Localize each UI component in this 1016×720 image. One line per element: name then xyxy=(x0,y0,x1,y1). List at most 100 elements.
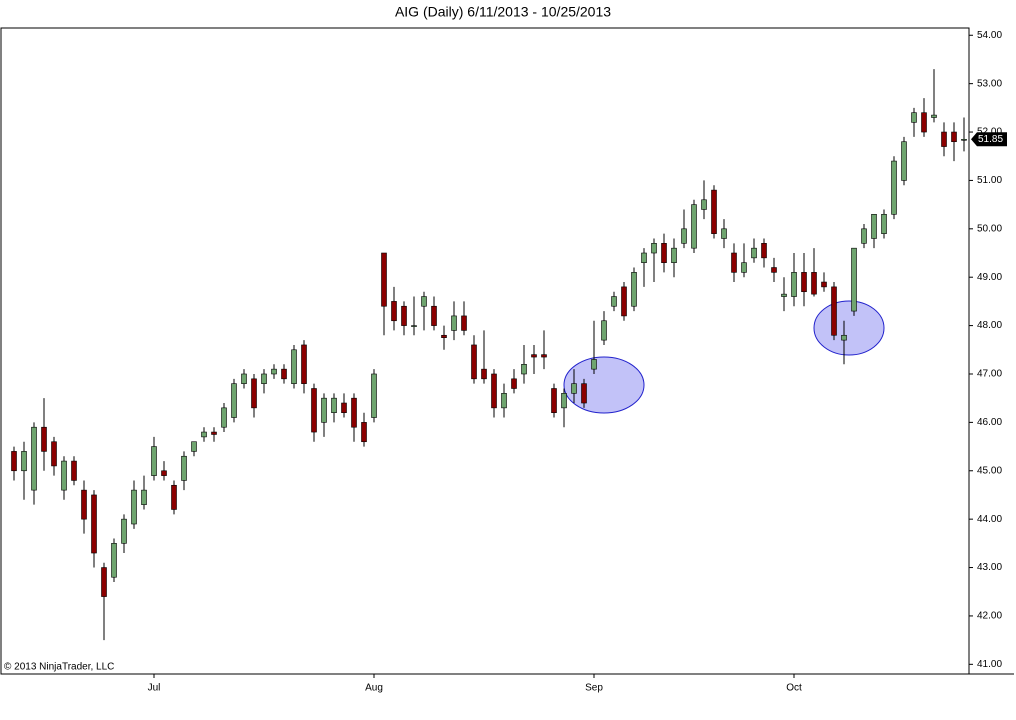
candle-body xyxy=(61,460,67,491)
y-tick-label: 41.00 xyxy=(977,659,1002,670)
candle-body xyxy=(451,315,457,331)
candle-body xyxy=(811,272,817,295)
candle-body xyxy=(931,114,937,118)
candle-body xyxy=(421,296,427,307)
candle-body xyxy=(481,368,487,380)
candle-body xyxy=(241,373,247,384)
candle-body xyxy=(401,305,407,326)
candle-body xyxy=(151,446,157,476)
candle-body xyxy=(361,422,367,443)
copyright: © 2013 NinjaTrader, LLC xyxy=(4,662,114,673)
y-tick-label: 46.00 xyxy=(977,417,1002,428)
candle-body xyxy=(31,426,37,491)
candle-body xyxy=(221,407,227,428)
candle-body xyxy=(441,334,447,338)
candle-body xyxy=(261,373,267,384)
candle-body xyxy=(91,494,97,554)
candle-body xyxy=(661,243,667,263)
candle-body xyxy=(791,272,797,297)
y-tick-label: 44.00 xyxy=(977,514,1002,525)
candle-body xyxy=(621,286,627,317)
candle-body xyxy=(211,431,217,435)
y-tick-label: 54.00 xyxy=(977,30,1002,41)
candle-body xyxy=(351,397,357,428)
y-tick-label: 42.00 xyxy=(977,611,1002,622)
candle-body xyxy=(41,426,47,452)
candle-body xyxy=(121,518,127,544)
candle-body xyxy=(71,460,77,481)
candle-body xyxy=(301,344,307,384)
y-tick-label: 51.00 xyxy=(977,175,1002,186)
candle-body xyxy=(951,131,957,143)
candle-body xyxy=(841,334,847,341)
candle-body xyxy=(721,228,727,239)
candle-body xyxy=(641,252,647,263)
candle-body xyxy=(171,484,177,510)
candle-body xyxy=(591,359,597,370)
y-tick-label: 53.00 xyxy=(977,78,1002,89)
candle-body xyxy=(411,325,417,327)
candle-body xyxy=(391,301,397,322)
x-tick-label: Oct xyxy=(786,683,802,694)
candle-body xyxy=(831,286,837,336)
candle-body xyxy=(671,247,677,263)
candle-body xyxy=(861,228,867,244)
candle-body xyxy=(331,397,337,413)
candle-body xyxy=(801,272,807,293)
candle-body xyxy=(901,141,907,181)
candle-body xyxy=(271,368,277,375)
candle-body xyxy=(681,228,687,244)
candle-body xyxy=(101,567,107,597)
x-tick-label: Aug xyxy=(365,683,383,694)
last-price-marker xyxy=(971,132,1007,147)
candle-body xyxy=(571,383,577,394)
candle-body xyxy=(581,383,587,404)
candle-body xyxy=(521,364,527,375)
candle-body xyxy=(251,378,257,409)
candle-body xyxy=(541,354,547,358)
x-tick-label: Jul xyxy=(148,683,161,694)
candle-body xyxy=(601,320,607,341)
candle-body xyxy=(651,243,657,254)
candle-body xyxy=(491,373,497,409)
y-tick-label: 45.00 xyxy=(977,465,1002,476)
candle-body xyxy=(871,213,877,239)
candle-body xyxy=(381,252,387,307)
candle-body xyxy=(701,199,707,210)
candle-body xyxy=(921,112,927,133)
candle-body xyxy=(961,138,967,141)
candle-body xyxy=(131,489,137,525)
candle-body xyxy=(531,354,537,358)
candle-body xyxy=(201,431,207,438)
candle-body xyxy=(711,189,717,234)
candle-body xyxy=(341,402,347,413)
y-tick-label: 43.00 xyxy=(977,562,1002,573)
candle-body xyxy=(51,441,57,467)
candle-body xyxy=(371,373,377,418)
candle-body xyxy=(941,131,947,147)
candle-body xyxy=(821,281,827,288)
candle-body xyxy=(141,489,147,505)
candle-body xyxy=(291,349,297,384)
candle-body xyxy=(561,393,567,409)
candle-body xyxy=(471,344,477,380)
y-tick-label: 49.00 xyxy=(977,272,1002,283)
chart-title: AIG (Daily) 6/11/2013 - 10/25/2013 xyxy=(395,4,611,20)
candle-body xyxy=(181,455,187,481)
candle-body xyxy=(781,293,787,297)
y-tick-label: 52.00 xyxy=(977,127,1002,138)
candle-body xyxy=(21,451,27,472)
candle-body xyxy=(631,272,637,307)
candle-body xyxy=(191,441,197,452)
candle-body xyxy=(741,262,747,273)
candle-body xyxy=(731,252,737,273)
candle-body xyxy=(881,213,887,234)
candle-body xyxy=(81,489,87,520)
y-tick-label: 47.00 xyxy=(977,369,1002,380)
candle-body xyxy=(911,112,917,123)
candle-body xyxy=(501,393,507,409)
candle-body xyxy=(311,388,317,433)
candle-body xyxy=(851,247,857,312)
candle-body xyxy=(611,296,617,307)
candle-body xyxy=(511,378,517,389)
